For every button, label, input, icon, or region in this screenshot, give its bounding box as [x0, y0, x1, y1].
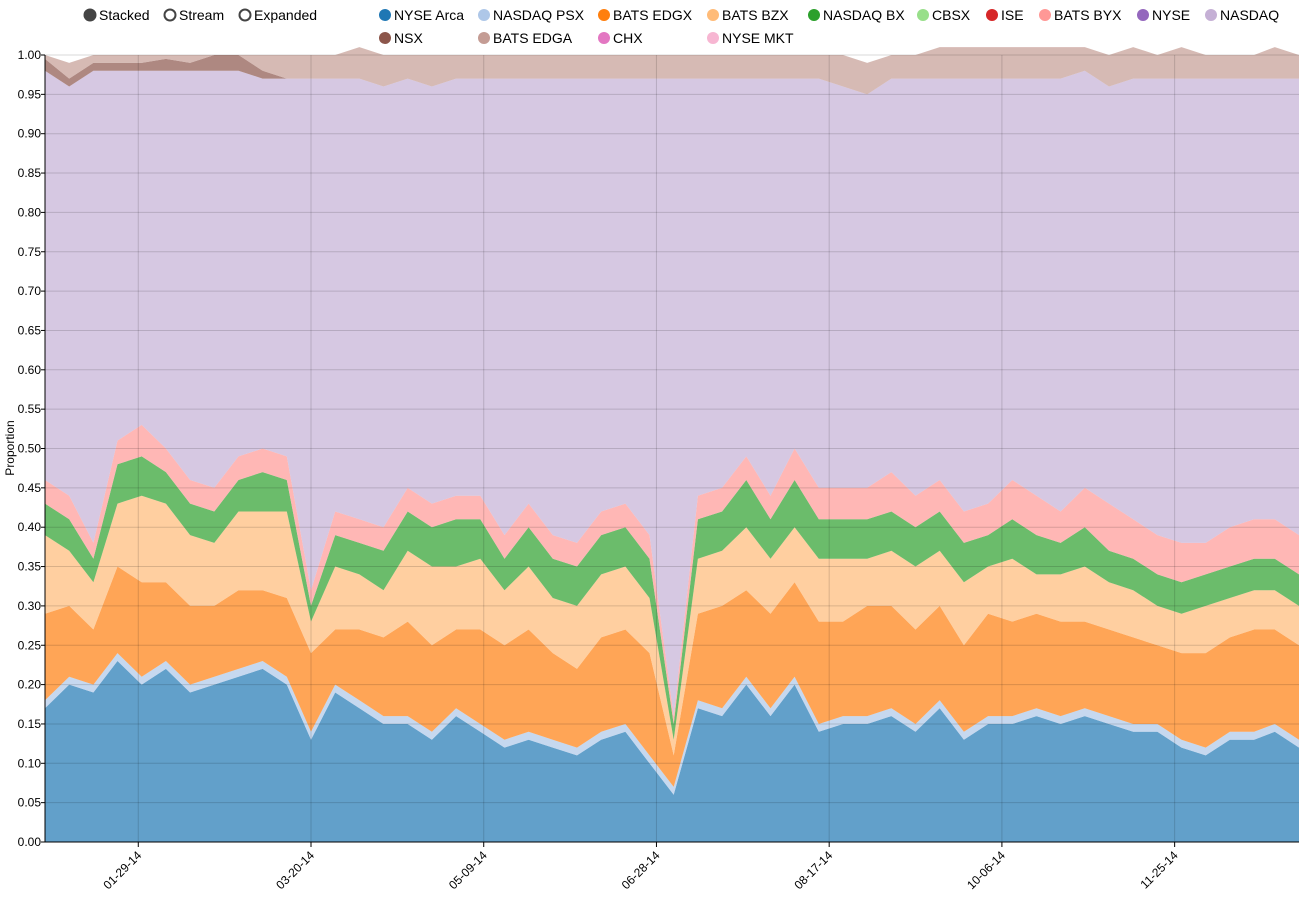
legend-swatch-icon[interactable] [1205, 9, 1217, 21]
y-tick-label: 0.15 [18, 717, 42, 731]
y-tick-label: 0.95 [18, 87, 42, 101]
chart-mode-controls: Stacked Stream Expanded [83, 7, 318, 23]
legend-label: BATS EDGA [493, 30, 573, 46]
legend-label: ISE [1001, 7, 1024, 23]
legend-label: BATS BYX [1054, 7, 1122, 23]
legend-label: NASDAQ BX [823, 7, 905, 23]
y-tick-label: 0.55 [18, 402, 42, 416]
x-tick-label: 11-25-14 [1138, 848, 1181, 891]
y-tick-label: 0.10 [18, 756, 42, 770]
mode-expanded[interactable]: Expanded [238, 7, 318, 23]
y-tick-label: 0.45 [18, 481, 42, 495]
x-tick-label: 03-20-14 [273, 848, 317, 892]
y-tick-label: 0.20 [18, 678, 42, 692]
legend-label: NYSE [1152, 7, 1190, 23]
plot-area: 0.00 0.05 0.10 0.15 0.20 0.25 0.30 0.35 0.40 0.45… [18, 47, 1299, 892]
legend-item-cbsx[interactable]: CBSX [917, 7, 971, 23]
legend: NYSE Arca NASDAQ PSX BATS EDGX BATS BZX NASD… [379, 7, 1279, 46]
mode-label: Stacked [99, 7, 150, 23]
mode-label: Stream [179, 7, 224, 23]
area-nasdaq-psx[interactable] [45, 653, 1299, 795]
y-tick-label: 0.05 [18, 796, 42, 810]
y-axis-ticks: 0.00 0.05 0.10 0.15 0.20 0.25 0.30 0.35 0.40 0.45… [18, 48, 45, 849]
area-bats-edga[interactable] [45, 47, 1299, 95]
mode-radio-icon[interactable] [83, 8, 97, 22]
legend-item-bats-bzx[interactable]: BATS BZX [707, 7, 789, 23]
legend-label: BATS BZX [722, 7, 789, 23]
x-axis-ticks: 01-29-14 03-20-14 05-09-14 06-28-14 08-17-14… [101, 842, 1181, 892]
legend-label: NASDAQ [1220, 7, 1279, 23]
y-tick-label: 0.50 [18, 442, 42, 456]
legend-item-nasdaq-psx[interactable]: NASDAQ PSX [478, 7, 585, 23]
area-nyse-arca[interactable] [45, 661, 1299, 842]
legend-swatch-icon[interactable] [808, 9, 820, 21]
legend-label: CHX [613, 30, 643, 46]
x-tick-label: 10-06-14 [964, 848, 1008, 892]
legend-swatch-icon[interactable] [986, 9, 998, 21]
area-nasdaq-bx[interactable] [45, 456, 1299, 740]
y-tick-label: 0.80 [18, 205, 42, 219]
x-tick-label: 01-29-14 [101, 848, 145, 892]
y-tick-label: 1.00 [18, 48, 42, 62]
legend-item-nyse-mkt[interactable]: NYSE MKT [707, 30, 794, 46]
y-tick-label: 0.75 [18, 245, 42, 259]
y-tick-label: 0.30 [18, 599, 42, 613]
mode-radio-icon[interactable] [163, 8, 177, 22]
legend-item-nyse-arca[interactable]: NYSE Arca [379, 7, 464, 23]
legend-swatch-icon[interactable] [478, 32, 490, 44]
legend-swatch-icon[interactable] [1137, 9, 1149, 21]
legend-item-nyse[interactable]: NYSE [1137, 7, 1190, 23]
x-tick-label: 06-28-14 [619, 848, 663, 892]
area-bats-bzx[interactable] [45, 495, 1299, 756]
y-tick-label: 0.00 [18, 835, 42, 849]
legend-label: NYSE Arca [394, 7, 464, 23]
grid-lines [45, 54, 1299, 843]
y-tick-label: 0.60 [18, 363, 42, 377]
legend-swatch-icon[interactable] [478, 9, 490, 21]
area-layers [45, 47, 1299, 842]
legend-swatch-icon[interactable] [707, 9, 719, 21]
mode-radio-icon[interactable] [238, 8, 252, 22]
y-tick-label: 0.85 [18, 166, 42, 180]
y-tick-label: 0.25 [18, 638, 42, 652]
y-tick-label: 0.35 [18, 560, 42, 574]
y-tick-label: 0.40 [18, 520, 42, 534]
legend-label: CBSX [932, 7, 971, 23]
mode-label: Expanded [254, 7, 317, 23]
legend-swatch-icon[interactable] [379, 9, 391, 21]
legend-swatch-icon[interactable] [598, 32, 610, 44]
legend-label: NSX [394, 30, 423, 46]
legend-swatch-icon[interactable] [379, 32, 391, 44]
y-tick-label: 0.65 [18, 323, 42, 337]
area-bats-edgx[interactable] [45, 566, 1299, 787]
legend-item-bats-edga[interactable]: BATS EDGA [478, 30, 573, 46]
legend-swatch-icon[interactable] [598, 9, 610, 21]
legend-label: NYSE MKT [722, 30, 794, 46]
legend-item-nsx[interactable]: NSX [379, 30, 423, 46]
legend-item-nasdaq-bx[interactable]: NASDAQ BX [808, 7, 905, 23]
legend-swatch-icon[interactable] [1039, 9, 1051, 21]
legend-label: BATS EDGX [613, 7, 693, 23]
legend-item-ise[interactable]: ISE [986, 7, 1024, 23]
y-tick-label: 0.70 [18, 284, 42, 298]
area-bats-byx[interactable] [45, 424, 1299, 724]
area-nasdaq[interactable] [45, 70, 1299, 717]
legend-swatch-icon[interactable] [917, 9, 929, 21]
x-tick-label: 08-17-14 [791, 848, 835, 892]
legend-item-bats-byx[interactable]: BATS BYX [1039, 7, 1122, 23]
mode-stacked[interactable]: Stacked [83, 7, 150, 23]
legend-item-bats-edgx[interactable]: BATS EDGX [598, 7, 693, 23]
mode-stream[interactable]: Stream [163, 7, 225, 23]
legend-label: NASDAQ PSX [493, 7, 585, 23]
y-axis-label: Proportion [3, 420, 17, 475]
legend-item-nasdaq[interactable]: NASDAQ [1205, 7, 1279, 23]
x-tick-label: 05-09-14 [446, 848, 490, 892]
legend-item-chx[interactable]: CHX [598, 30, 643, 46]
legend-swatch-icon[interactable] [707, 32, 719, 44]
y-tick-label: 0.90 [18, 127, 42, 141]
